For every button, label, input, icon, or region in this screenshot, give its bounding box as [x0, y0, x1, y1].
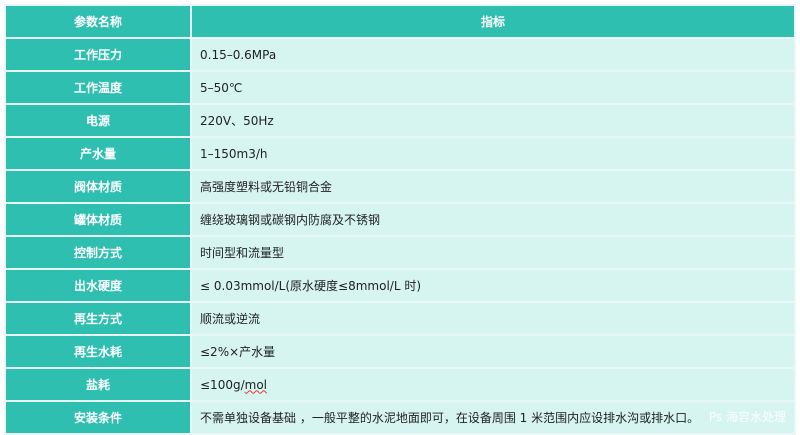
- param-value: 1–150m3/h: [191, 137, 795, 170]
- param-value: 0.15–0.6MPa: [191, 38, 795, 71]
- param-value: 5–50℃: [191, 71, 795, 104]
- param-value: ≤ 0.03mmol/L(原水硬度≤8mmol/L 时): [191, 269, 795, 302]
- param-value-text: 高强度塑料或无铅铜合金: [200, 180, 332, 194]
- watermark-logo: Ps 海容水处理: [709, 408, 786, 425]
- param-name: 出水硬度: [5, 269, 191, 302]
- param-name: 工作压力: [5, 38, 191, 71]
- param-value: 高强度塑料或无铅铜合金: [191, 170, 795, 203]
- param-name: 罐体材质: [5, 203, 191, 236]
- param-value: 不需单独设备基础 ，一般平整的水泥地面即可，在设备周围 1 米范围内应设排水沟或…: [191, 401, 795, 434]
- table-header: 参数名称 指标: [5, 5, 795, 38]
- table-row: 阀体材质高强度塑料或无铅铜合金: [5, 170, 795, 203]
- table-row: 控制方式时间型和流量型: [5, 236, 795, 269]
- param-value-text: 不需单独设备基础 ，一般平整的水泥地面即可，在设备周围 1 米范围内应设排水沟或…: [200, 411, 699, 425]
- param-value-text: 0.15–0.6MPa: [200, 48, 276, 62]
- param-name: 控制方式: [5, 236, 191, 269]
- param-name: 盐耗: [5, 368, 191, 401]
- table-row: 安装条件不需单独设备基础 ，一般平整的水泥地面即可，在设备周围 1 米范围内应设…: [5, 401, 795, 434]
- table-row: 电源 220V、50Hz: [5, 104, 795, 137]
- table-row: 盐耗≤100g/mol: [5, 368, 795, 401]
- param-name: 产水量: [5, 137, 191, 170]
- table-row: 再生水耗 ≤2%×产水量: [5, 335, 795, 368]
- param-value: ≤100g/mol: [191, 368, 795, 401]
- param-name: 电源: [5, 104, 191, 137]
- table-row: 工作压力 0.15–0.6MPa: [5, 38, 795, 71]
- spellcheck-word: mol: [245, 378, 267, 392]
- param-value-text: 220V、50Hz: [200, 114, 274, 128]
- param-name: 再生方式: [5, 302, 191, 335]
- param-value-text: ≤2%×产水量: [200, 345, 275, 359]
- table-row: 工作温度 5–50℃: [5, 71, 795, 104]
- header-value: 指标: [191, 5, 795, 38]
- param-value: 缠绕玻璃钢或碳钢内防腐及不锈钢: [191, 203, 795, 236]
- param-name: 安装条件: [5, 401, 191, 434]
- param-value-text: 缠绕玻璃钢或碳钢内防腐及不锈钢: [200, 213, 380, 227]
- table-row: 出水硬度 ≤ 0.03mmol/L(原水硬度≤8mmol/L 时): [5, 269, 795, 302]
- param-name: 阀体材质: [5, 170, 191, 203]
- param-value-text: ≤100g/: [200, 378, 245, 392]
- header-name: 参数名称: [5, 5, 191, 38]
- param-name: 工作温度: [5, 71, 191, 104]
- param-value-text: 5–50℃: [200, 81, 242, 95]
- table-row: 产水量 1–150m3/h: [5, 137, 795, 170]
- table-row: 再生方式顺流或逆流: [5, 302, 795, 335]
- param-value-text: 1–150m3/h: [200, 147, 268, 161]
- table-row: 罐体材质缠绕玻璃钢或碳钢内防腐及不锈钢: [5, 203, 795, 236]
- param-value: 顺流或逆流: [191, 302, 795, 335]
- param-value-text: 顺流或逆流: [200, 312, 260, 326]
- param-value-text: ≤ 0.03mmol/L(原水硬度≤8mmol/L 时): [200, 279, 421, 293]
- param-value-text: 时间型和流量型: [200, 246, 284, 260]
- param-name: 再生水耗: [5, 335, 191, 368]
- param-value: ≤2%×产水量: [191, 335, 795, 368]
- param-value: 220V、50Hz: [191, 104, 795, 137]
- spec-table: 参数名称 指标 工作压力 0.15–0.6MPa 工作温度 5–50℃ 电源 220V、5…: [4, 4, 796, 435]
- param-value: 时间型和流量型: [191, 236, 795, 269]
